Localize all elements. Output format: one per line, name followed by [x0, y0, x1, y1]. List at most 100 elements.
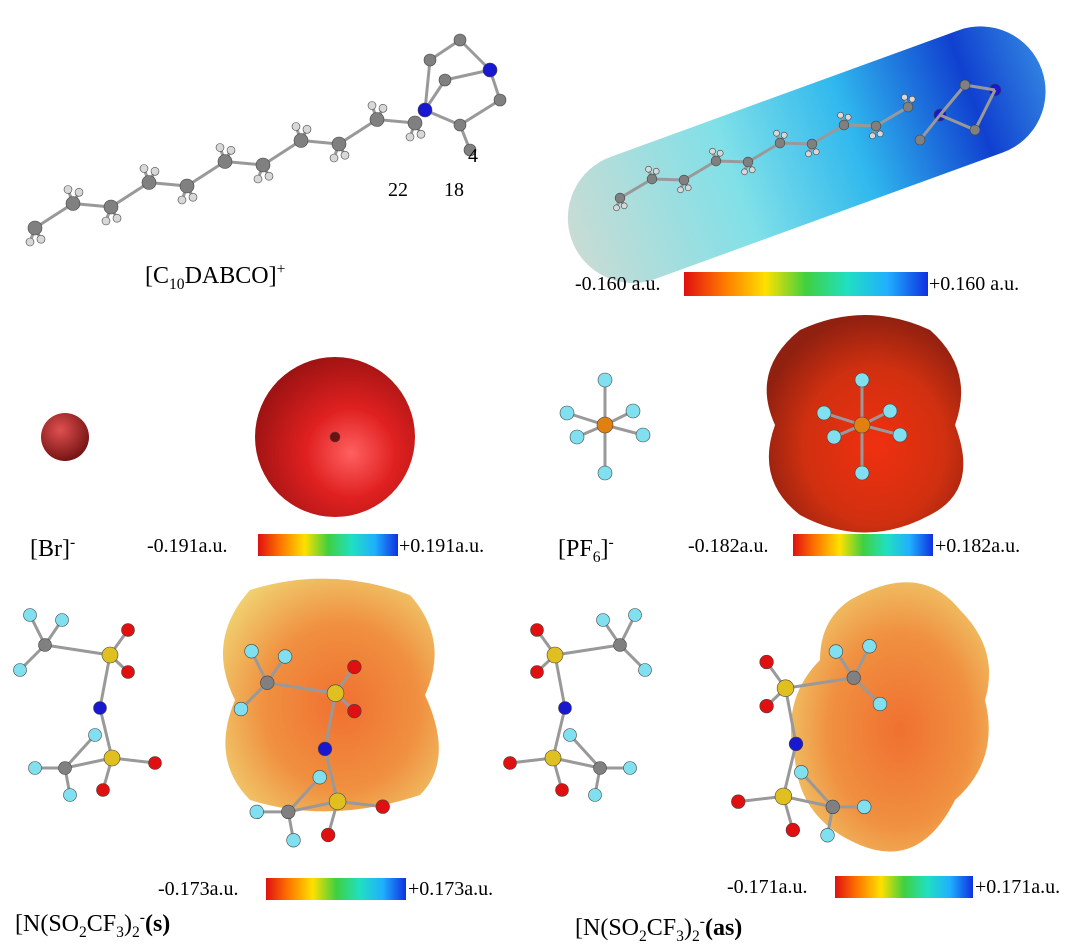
atom	[347, 703, 362, 719]
atom	[710, 155, 722, 167]
atom	[828, 644, 844, 659]
bond	[779, 141, 813, 146]
bond	[784, 687, 798, 745]
atom	[558, 701, 572, 715]
atom	[96, 783, 110, 797]
bond	[785, 676, 854, 690]
atom	[820, 828, 835, 843]
atom	[369, 112, 385, 127]
bond	[843, 123, 877, 128]
atom	[249, 804, 264, 820]
label-sup: -	[608, 534, 614, 551]
color-bar	[266, 878, 406, 900]
atom	[844, 113, 852, 121]
atom	[628, 608, 642, 622]
atom	[74, 188, 84, 197]
bond	[262, 139, 302, 167]
bond	[98, 654, 112, 709]
color-bar	[835, 876, 973, 898]
atom	[329, 431, 341, 443]
atom	[678, 174, 690, 186]
tfsi-s-label: [N(SO2CF3)2-(s)	[15, 910, 170, 940]
label-text: [Br]	[30, 536, 70, 562]
pf6-label: [PF6]-	[558, 535, 614, 565]
atom	[41, 413, 89, 461]
bond	[939, 113, 976, 132]
atom	[188, 192, 198, 202]
atom	[493, 93, 507, 107]
atom	[638, 663, 652, 677]
atom	[870, 120, 882, 132]
atom	[902, 101, 914, 113]
bond	[444, 68, 491, 82]
atom	[854, 465, 870, 481]
bond	[619, 177, 653, 200]
atom	[862, 639, 877, 654]
bond	[98, 707, 114, 759]
atom	[614, 192, 626, 204]
atom	[780, 131, 788, 139]
bond	[568, 733, 602, 770]
atom	[453, 33, 467, 47]
atom	[826, 429, 842, 445]
atom	[417, 102, 433, 118]
scale-min: -0.191a.u.	[147, 535, 228, 557]
atom	[869, 132, 876, 140]
bond	[554, 643, 621, 657]
atom	[281, 804, 296, 820]
esp-surface	[790, 582, 990, 852]
atom	[731, 794, 746, 809]
atom	[569, 429, 585, 445]
atom	[785, 822, 800, 838]
scale-max: +0.191a.u.	[399, 535, 485, 557]
scale-min: -0.182a.u.	[688, 535, 769, 557]
bond	[938, 84, 967, 116]
label-sub: 2	[691, 927, 700, 945]
atom	[416, 129, 426, 139]
atom	[121, 623, 135, 637]
bond	[918, 114, 942, 141]
label-sub: 2	[639, 927, 647, 945]
label-text: [N(SO	[575, 915, 639, 941]
label-text: )	[683, 915, 692, 941]
atom	[854, 372, 870, 388]
scale-max: +0.171a.u.	[975, 876, 1061, 898]
atom	[613, 204, 620, 212]
bond	[875, 105, 909, 128]
label-text: ]	[600, 536, 609, 562]
atom	[36, 234, 46, 244]
atom	[837, 111, 844, 119]
label-sub: 2	[79, 923, 87, 941]
color-bar	[258, 534, 398, 556]
atom	[264, 171, 274, 181]
atom	[774, 137, 786, 149]
scale-max: +0.160 a.u.	[929, 273, 1020, 295]
atom	[788, 736, 804, 752]
atom	[613, 638, 627, 652]
bond	[781, 743, 798, 797]
atom	[546, 646, 564, 664]
atom	[253, 174, 263, 184]
label-text: [PF	[558, 536, 593, 562]
label-sub: 3	[676, 927, 684, 945]
atom	[914, 134, 926, 146]
atom	[112, 213, 122, 223]
atom	[141, 175, 157, 190]
atom-label: 22	[388, 179, 408, 201]
atom	[774, 787, 793, 806]
bond	[973, 89, 997, 131]
atom	[405, 132, 415, 142]
atom	[635, 427, 651, 443]
bond	[811, 123, 845, 146]
atom	[331, 136, 347, 152]
bond	[186, 160, 226, 188]
label-sub: 2	[131, 923, 140, 941]
atom	[286, 833, 301, 848]
atom	[101, 646, 119, 664]
atom	[148, 756, 162, 770]
atom-label: 4	[468, 145, 478, 167]
atom	[13, 663, 27, 677]
atom	[179, 178, 195, 194]
atom	[88, 728, 102, 742]
atom	[741, 168, 748, 176]
